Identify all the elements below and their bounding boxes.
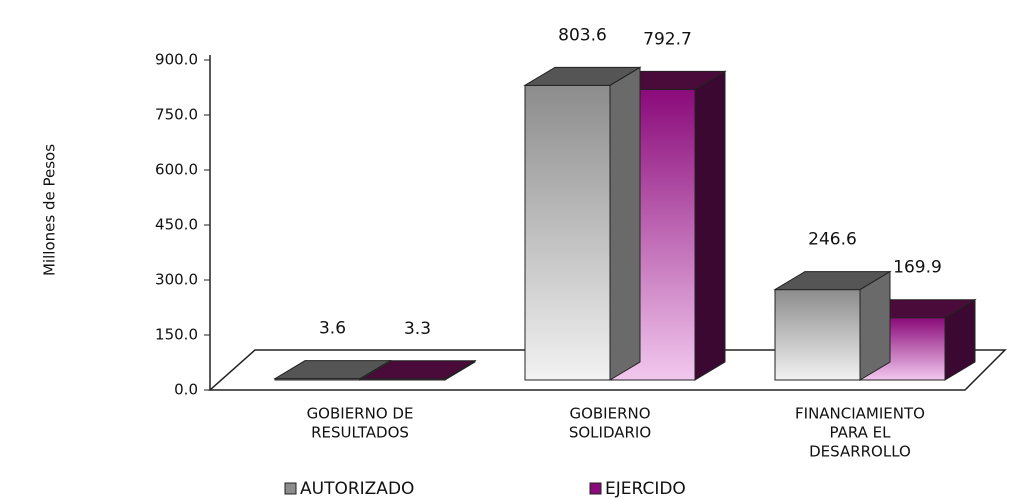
bar-top: [773, 271, 892, 291]
y-tick-label: 0.0: [174, 381, 198, 399]
x-tick-label: DESARROLLO: [809, 443, 911, 461]
value-label: 246.6: [808, 230, 857, 250]
x-tick-label: GOBIERNO DE: [307, 405, 414, 423]
legend-swatch: [589, 482, 602, 495]
value-label: 792.7: [643, 29, 692, 49]
y-tick-label: 450.0: [155, 216, 198, 234]
bar-top: [523, 66, 642, 86]
value-label: 3.6: [319, 319, 346, 339]
value-label: 169.9: [893, 258, 942, 278]
x-tick-label: RESULTADOS: [311, 424, 409, 442]
x-tick-label: FINANCIAMIENTO: [795, 405, 925, 423]
bar-side: [609, 66, 641, 381]
x-tick-label: PARA EL: [829, 424, 891, 442]
bar-top: [273, 360, 392, 380]
y-axis-title: Millones de Pesos: [41, 144, 59, 276]
bar: [774, 289, 861, 381]
legend-label: EJERCIDO: [605, 479, 686, 499]
y-tick-label: 750.0: [155, 106, 198, 124]
y-tick-label: 900.0: [155, 51, 198, 69]
y-tick-label: 150.0: [155, 326, 198, 344]
bar-side: [859, 270, 891, 381]
value-label: 3.3: [404, 319, 431, 339]
legend-label: AUTORIZADO: [300, 479, 414, 499]
x-tick-label: SOLIDARIO: [569, 424, 651, 442]
value-label: 803.6: [558, 25, 607, 45]
bar-side: [694, 70, 726, 381]
x-tick-label: GOBIERNO: [569, 405, 650, 423]
y-tick-label: 300.0: [155, 271, 198, 289]
legend-swatch: [284, 482, 297, 495]
bar: [524, 84, 611, 381]
y-tick-label: 600.0: [155, 161, 198, 179]
